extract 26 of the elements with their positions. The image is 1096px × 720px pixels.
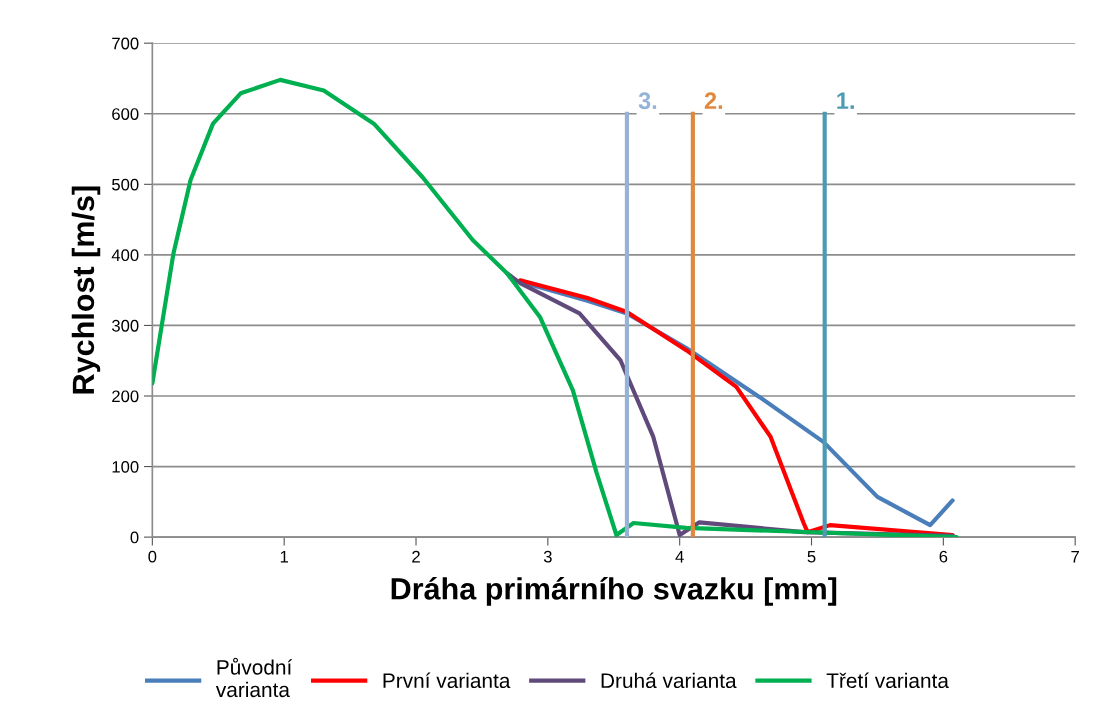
y-tick-label: 0	[130, 531, 139, 544]
x-tick-label: 3	[543, 550, 552, 563]
y-tick-label: 200	[112, 390, 139, 403]
legend-label: Třetí varianta	[826, 672, 949, 689]
line-series	[152, 77, 959, 538]
y-tick-label: 300	[111, 319, 139, 332]
x-tick-label: 2	[412, 550, 420, 563]
annotation: 3.	[638, 92, 657, 110]
legend-label: Druhá varianta	[601, 672, 737, 689]
x-tick-label: 0	[148, 550, 157, 563]
x-tick-label: 6	[939, 550, 948, 563]
annotation: 1.	[837, 92, 854, 109]
annotation: 2.	[704, 92, 723, 109]
y-axis-title: Rychlost [m/s]	[71, 186, 101, 394]
y-tick-label: 400	[111, 249, 139, 262]
x-tick-label: 4	[675, 550, 684, 563]
legend-label: První varianta	[383, 672, 511, 689]
y-tick-label: 700	[112, 37, 139, 50]
legend-label: Původní varianta	[215, 657, 293, 698]
y-tick-label: 100	[112, 460, 139, 473]
x-tick-label: 7	[1071, 550, 1079, 563]
y-tick-label: 600	[112, 108, 139, 120]
y-tick-label: 500	[112, 178, 139, 191]
x-tick-label: 1	[280, 550, 288, 563]
x-axis-title: Dráha primárního svazku [mm]	[391, 576, 837, 606]
x-tick-label: 5	[807, 550, 816, 563]
